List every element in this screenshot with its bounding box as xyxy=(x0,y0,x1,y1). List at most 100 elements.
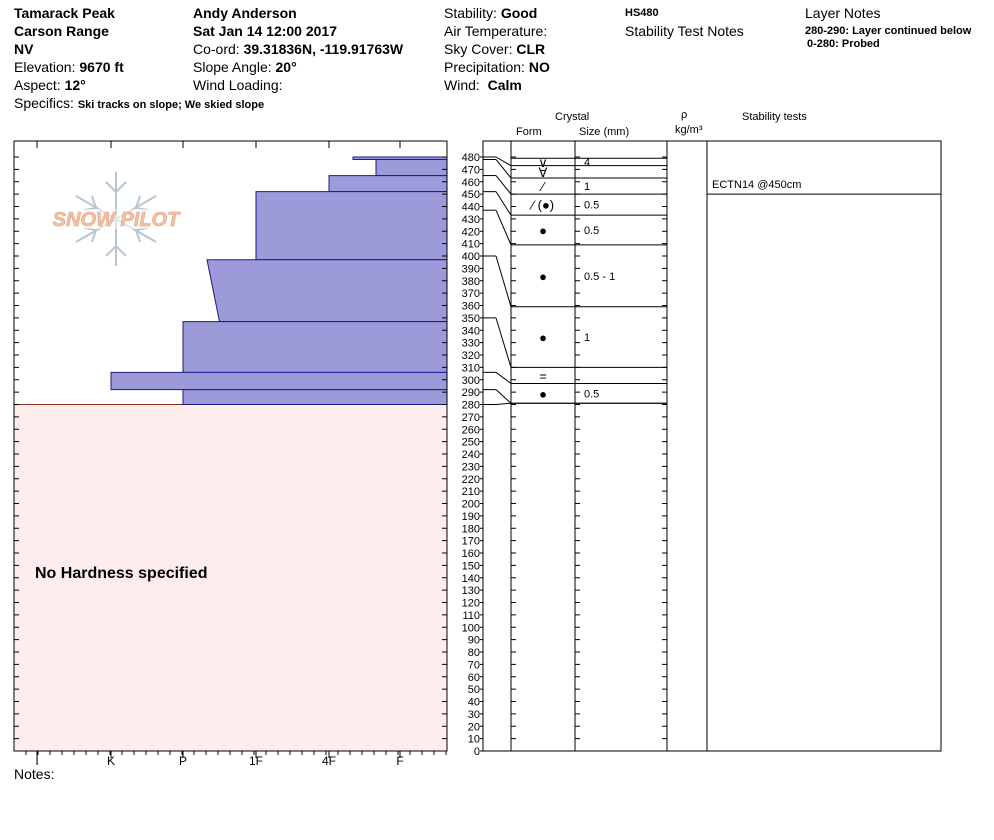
density-unit: kg/m³ xyxy=(675,124,703,136)
depth-label-280: 280 xyxy=(462,400,480,412)
size-header: Size (mm) xyxy=(579,126,630,138)
hardness-label-1F: 1F xyxy=(249,754,263,768)
depth-label-50: 50 xyxy=(468,684,480,696)
depth-label-40: 40 xyxy=(468,697,480,709)
precipitation: Precipitation: NO xyxy=(444,58,550,76)
depth-label-0: 0 xyxy=(474,746,480,758)
coord-value: 39.31836N, -119.91763W xyxy=(243,41,404,57)
stability-label: Stability: xyxy=(444,5,497,21)
depth-label-240: 240 xyxy=(462,449,480,461)
depth-axis: 0102030405060708090100110120130140150160… xyxy=(462,152,483,758)
fan-line-2 xyxy=(495,175,512,195)
depth-label-300: 300 xyxy=(462,375,480,387)
depth-label-180: 180 xyxy=(462,523,480,535)
depth-label-310: 310 xyxy=(462,362,480,374)
no-hardness-label: No Hardness specified xyxy=(35,565,208,582)
crystal-rows: ∨ 4 ∀⁄ 1 ⁄ (●) 0.5 ● 0.5 ● 0.5 - 1 ● 1 = ● 0.5 xyxy=(483,155,667,405)
hardness-layer-7 xyxy=(182,389,448,405)
crystal-form-3: ⁄ (●) xyxy=(529,198,554,213)
crystal-table: ∨ 4 ∀⁄ 1 ⁄ (●) 0.5 ● 0.5 ● 0.5 - 1 ● 1 = ● 0.5 ECTN14 … xyxy=(482,140,942,752)
depth-label-70: 70 xyxy=(468,659,480,671)
crystal-size-2: 1 xyxy=(584,181,590,193)
hardness-layer-2 xyxy=(328,175,448,193)
observer-name: Andy Anderson xyxy=(193,5,297,21)
crystal-size-4: 0.5 xyxy=(584,225,599,237)
stability-result-0: ECTN14 @450cm xyxy=(712,179,801,191)
crystal-header: Crystal xyxy=(555,111,590,123)
depth-label-150: 150 xyxy=(462,560,480,572)
depth-label-260: 260 xyxy=(462,424,480,436)
hardness-label-K: K xyxy=(107,754,115,768)
snow-height: HS480 xyxy=(625,7,659,19)
layer-note-2: 0-280: Probed xyxy=(807,38,880,50)
depth-label-420: 420 xyxy=(462,226,480,238)
depth-label-220: 220 xyxy=(462,474,480,486)
depth-label-450: 450 xyxy=(462,189,480,201)
elevation-value: 9670 ft xyxy=(79,59,124,75)
hardness-layer-5 xyxy=(182,321,448,373)
specifics-value: Ski tracks on slope; We skied slope xyxy=(77,99,265,111)
crystal-form-8: ● xyxy=(539,386,547,401)
stability: Stability: Good xyxy=(444,4,537,22)
fan-line-8 xyxy=(495,389,512,404)
depth-label-380: 380 xyxy=(462,276,480,288)
stability-value: Good xyxy=(500,5,538,21)
specifics-label: Specifics: xyxy=(14,95,74,111)
hardness-label-P: P xyxy=(179,754,187,768)
depth-label-390: 390 xyxy=(462,263,480,275)
crystal-size-0: 4 xyxy=(584,157,590,169)
stability-test-notes-label: Stability Test Notes xyxy=(625,23,744,39)
depth-label-190: 190 xyxy=(462,511,480,523)
depth-label-430: 430 xyxy=(462,214,480,226)
location-name: Tamarack Peak xyxy=(14,5,115,21)
form-header: Form xyxy=(516,126,542,138)
hardness-layer-1 xyxy=(375,158,448,177)
sky-label: Sky Cover: xyxy=(444,41,513,57)
table-ticks xyxy=(511,156,667,752)
specifics: Specifics: Ski tracks on slope; We skied… xyxy=(14,94,264,112)
depth-label-400: 400 xyxy=(462,251,480,263)
crystal-form-6: ● xyxy=(539,330,547,345)
depth-label-110: 110 xyxy=(462,610,480,622)
crystal-size-8: 0.5 xyxy=(584,388,599,400)
wind-label: Wind: xyxy=(444,77,480,93)
precip-label: Precipitation: xyxy=(444,59,525,75)
logo-text-backdrop xyxy=(40,209,190,229)
crystal-form-1: ∀ xyxy=(539,165,548,180)
fan-line-0 xyxy=(495,156,512,167)
hardness-layer-3 xyxy=(255,191,448,261)
crystal-form-5: ● xyxy=(539,269,547,284)
depth-label-100: 100 xyxy=(462,622,480,634)
mountain-range: Carson Range xyxy=(14,23,109,39)
wind-loading-label: Wind Loading: xyxy=(193,77,283,93)
depth-label-460: 460 xyxy=(462,177,480,189)
hardness-layers xyxy=(110,156,448,405)
crystal-form-0: ∨ xyxy=(538,155,548,170)
depth-label-170: 170 xyxy=(462,536,480,548)
elevation-label: Elevation: xyxy=(14,59,76,75)
hardness-label-I: I xyxy=(35,754,38,768)
depth-label-250: 250 xyxy=(462,437,480,449)
fan-line-4 xyxy=(495,210,512,246)
depth-label-350: 350 xyxy=(462,313,480,325)
depth-label-140: 140 xyxy=(462,573,480,585)
crystal-form-4: ● xyxy=(539,223,547,238)
depth-label-470: 470 xyxy=(462,164,480,176)
slope-angle: Slope Angle: 20° xyxy=(193,58,297,76)
coordinates: Co-ord: 39.31836N, -119.91763W xyxy=(193,40,403,58)
depth-label-160: 160 xyxy=(462,548,480,560)
depth-label-360: 360 xyxy=(462,301,480,313)
fan-line-7 xyxy=(495,371,512,384)
state: NV xyxy=(14,41,34,57)
crystal-form-7: = xyxy=(539,368,547,383)
depth-label-330: 330 xyxy=(462,338,480,350)
depth-label-60: 60 xyxy=(468,672,480,684)
sky-value: CLR xyxy=(516,41,546,57)
precip-value: NO xyxy=(528,59,550,75)
layer-notes-title: Layer Notes xyxy=(805,5,881,21)
stability-tests-header: Stability tests xyxy=(742,111,807,123)
notes-label: Notes: xyxy=(14,766,54,782)
depth-label-230: 230 xyxy=(462,461,480,473)
fan-line-6 xyxy=(495,317,512,368)
fan-line-1 xyxy=(495,159,512,179)
